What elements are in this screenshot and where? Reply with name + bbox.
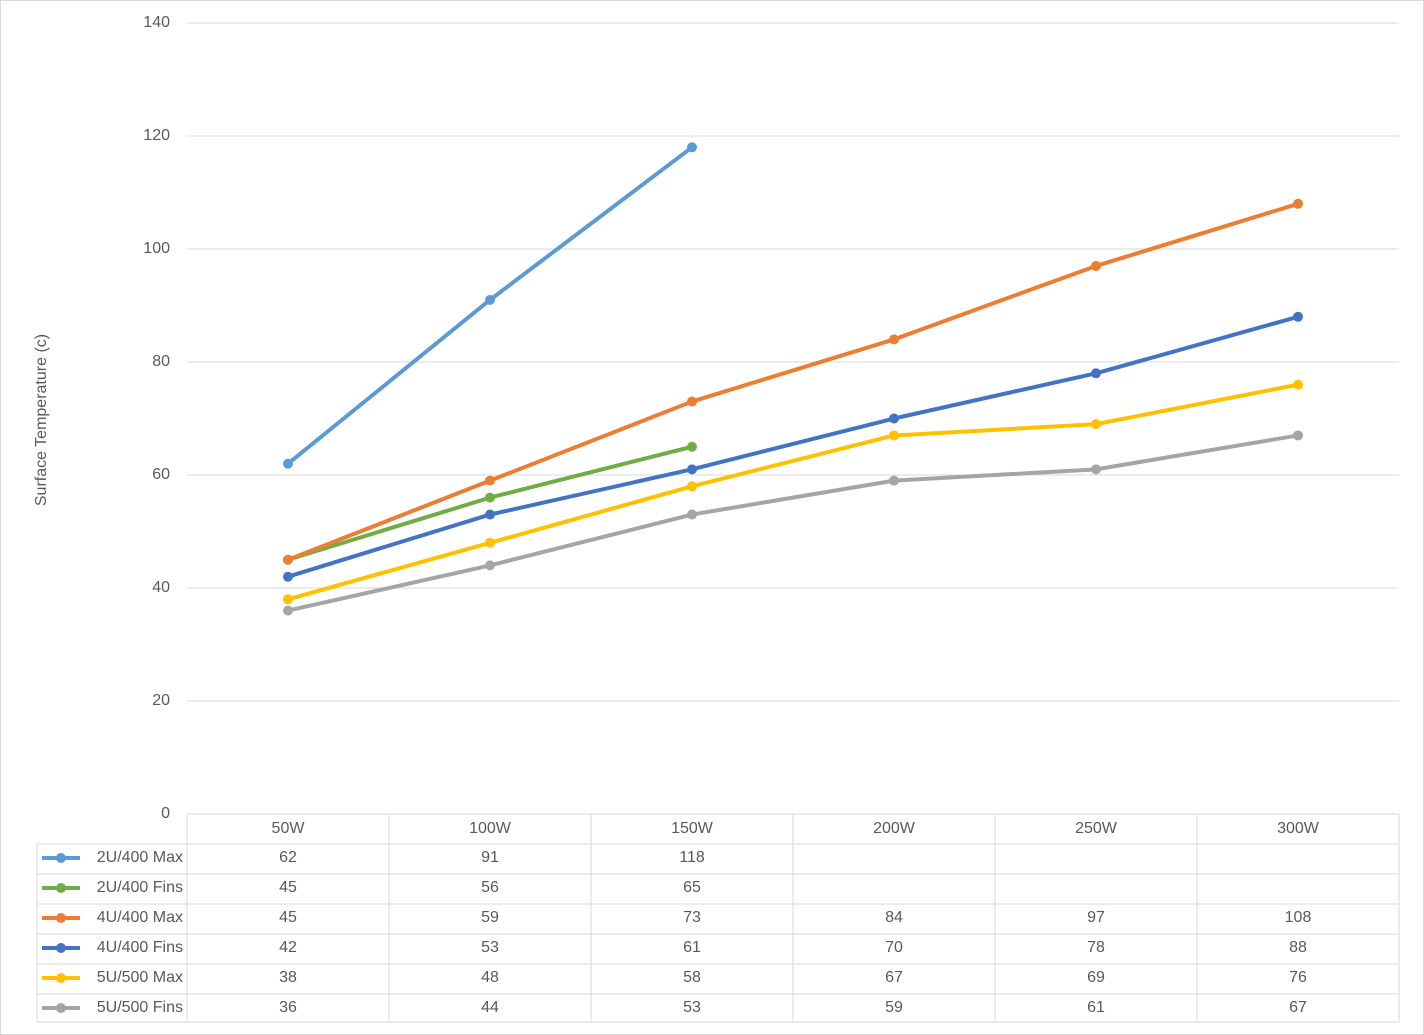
table-value: 58 xyxy=(683,969,701,986)
y-tick-label: 100 xyxy=(143,240,170,257)
data-point xyxy=(889,475,899,486)
table-value: 88 xyxy=(1289,939,1307,956)
legend-marker xyxy=(56,883,66,893)
y-tick-label: 140 xyxy=(143,14,170,31)
series-line xyxy=(286,433,1300,613)
legend-marker xyxy=(56,913,66,923)
data-point xyxy=(1293,198,1303,209)
table-value: 36 xyxy=(279,999,297,1016)
legend-label: 2U/400 Fins xyxy=(97,879,183,896)
table-value: 78 xyxy=(1087,939,1105,956)
table-value: 38 xyxy=(279,969,297,986)
series-line xyxy=(286,314,1300,579)
data-point xyxy=(485,294,495,305)
table-value: 67 xyxy=(885,969,903,986)
table-value: 44 xyxy=(481,999,499,1016)
y-tick-label: 40 xyxy=(152,579,170,596)
data-point xyxy=(283,554,293,565)
series-line xyxy=(286,201,1300,562)
data-point xyxy=(485,475,495,486)
table-value: 61 xyxy=(683,939,701,956)
table-value: 67 xyxy=(1289,999,1307,1016)
legend-marker xyxy=(56,1003,66,1013)
legend-label: 5U/500 Max xyxy=(97,969,183,986)
x-tick-label: 200W xyxy=(873,820,916,837)
data-point xyxy=(1091,464,1101,475)
data-point xyxy=(1293,430,1303,441)
table-value: 91 xyxy=(481,849,499,866)
table-value: 62 xyxy=(279,849,297,866)
data-point xyxy=(889,430,899,441)
data-point xyxy=(1091,368,1101,379)
data-point xyxy=(687,509,697,520)
legend-label: 4U/400 Max xyxy=(97,909,183,926)
data-point xyxy=(485,537,495,548)
data-point xyxy=(1293,311,1303,322)
table-value: 53 xyxy=(683,999,701,1016)
data-point xyxy=(687,481,697,492)
data-point xyxy=(1091,260,1101,271)
x-tick-label: 300W xyxy=(1277,820,1320,837)
table-value: 59 xyxy=(481,909,499,926)
table-value: 48 xyxy=(481,969,499,986)
table-value: 45 xyxy=(279,909,297,926)
y-axis-label: Surface Temperature (c) xyxy=(33,334,50,506)
table-value: 76 xyxy=(1289,969,1307,986)
y-tick-label: 60 xyxy=(152,466,170,483)
data-point xyxy=(283,594,293,605)
data-point xyxy=(687,142,697,153)
legend-label: 2U/400 Max xyxy=(97,849,183,866)
data-point xyxy=(283,605,293,616)
legend-marker xyxy=(56,853,66,863)
y-tick-label: 120 xyxy=(143,127,170,144)
data-point xyxy=(687,396,697,407)
data-point xyxy=(283,458,293,469)
table-value: 56 xyxy=(481,879,499,896)
table-value: 53 xyxy=(481,939,499,956)
table-value: 84 xyxy=(885,909,903,926)
table-value: 42 xyxy=(279,939,297,956)
legend-marker xyxy=(56,943,66,953)
table-value: 97 xyxy=(1087,909,1105,926)
table-value: 61 xyxy=(1087,999,1105,1016)
data-point xyxy=(283,571,293,582)
table-value: 108 xyxy=(1285,909,1312,926)
x-tick-label: 100W xyxy=(469,820,512,837)
data-point xyxy=(485,560,495,571)
legend-marker xyxy=(56,973,66,983)
data-point xyxy=(1091,419,1101,430)
table-value: 65 xyxy=(683,879,701,896)
data-point xyxy=(485,509,495,520)
y-tick-label: 80 xyxy=(152,353,170,370)
table-value: 59 xyxy=(885,999,903,1016)
series-line xyxy=(286,382,1300,602)
y-tick-label: 20 xyxy=(152,692,170,709)
x-tick-label: 150W xyxy=(671,820,714,837)
data-point xyxy=(485,492,495,503)
table-value: 69 xyxy=(1087,969,1105,986)
x-tick-label: 50W xyxy=(272,820,306,837)
data-point xyxy=(889,334,899,345)
legend-label: 5U/500 Fins xyxy=(97,999,183,1016)
data-point xyxy=(687,464,697,475)
data-point xyxy=(687,441,697,452)
data-point xyxy=(1293,379,1303,390)
legend-label: 4U/400 Fins xyxy=(97,939,183,956)
table-value: 118 xyxy=(679,849,705,866)
y-tick-label: 0 xyxy=(161,805,170,822)
table-value: 73 xyxy=(683,909,701,926)
x-tick-label: 250W xyxy=(1075,820,1118,837)
table-value: 45 xyxy=(279,879,297,896)
data-point xyxy=(889,413,899,424)
table-value: 70 xyxy=(885,939,903,956)
